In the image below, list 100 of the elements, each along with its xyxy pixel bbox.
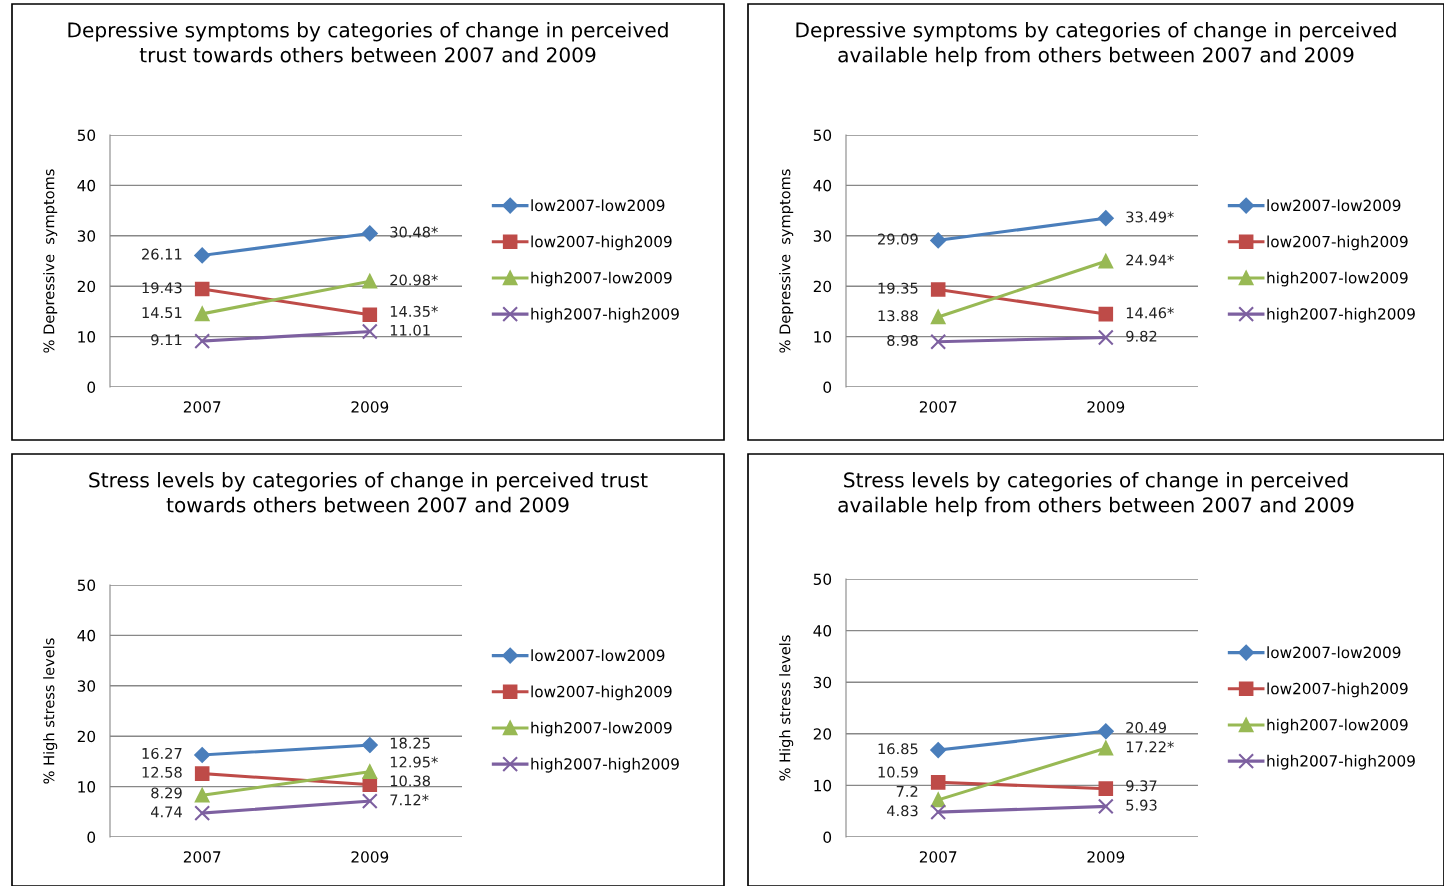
x-tick-label: 2007 (919, 851, 957, 863)
point (930, 742, 947, 758)
point (930, 792, 946, 808)
y-axis-title: % Depressive symptoms (43, 169, 58, 353)
y-tick-label: 40 (813, 179, 832, 192)
data-label: 19.43 (142, 282, 182, 294)
y-tick-label: 40 (77, 629, 96, 642)
y-tick-label: 30 (77, 230, 96, 242)
data-label: 5.93 (1126, 799, 1157, 811)
x-tick-label: 2009 (1087, 851, 1125, 863)
y-tick-label: 20 (77, 280, 96, 293)
y-axis-title: % High stress levels (779, 635, 794, 781)
point (362, 307, 378, 322)
data-label: 4.83 (886, 805, 918, 817)
point (362, 273, 378, 289)
legend-label: low2007-low2009 (531, 649, 665, 662)
chart-title: Stress levels by categories of change in perceived available help from others between 2007 and 2009 (838, 472, 1354, 517)
data-label: 9.82 (1126, 330, 1157, 342)
x-tick-label: 2009 (1087, 401, 1125, 413)
data-label: 14.51 (142, 307, 182, 319)
y-tick-label: 40 (77, 179, 96, 192)
point (362, 764, 378, 780)
point (930, 232, 947, 249)
y-tick-label: 30 (813, 676, 832, 689)
legend-label: low2007-low2009 (1267, 199, 1401, 212)
legend-label: high2007-low2009 (1267, 718, 1408, 734)
point (361, 225, 378, 242)
data-label: 12.58 (142, 766, 182, 778)
data-label: 12.95* (390, 756, 438, 768)
legend-label: low2007-high2009 (1267, 235, 1408, 251)
data-label: 10.59 (878, 766, 918, 778)
x-tick-label: 2007 (183, 851, 221, 863)
data-label: 24.94* (1126, 254, 1174, 266)
data-label: 14.35* (390, 305, 438, 317)
legend-label: high2007-high2009 (1267, 754, 1415, 770)
data-label: 11.01 (390, 324, 430, 336)
y-axis-title: % Depressive symptoms (779, 169, 794, 353)
legend-label: low2007-low2009 (1267, 646, 1401, 659)
y-axis-title: % High stress levels (43, 638, 58, 784)
x-tick-label: 2007 (183, 401, 221, 413)
y-tick-label: 0 (823, 381, 832, 394)
data-label: 10.38 (390, 775, 431, 787)
data-label: 9.37 (1126, 780, 1157, 792)
y-tick-label: 20 (813, 728, 832, 740)
y-tick-label: 20 (813, 280, 832, 293)
data-label: 18.25 (390, 737, 430, 749)
legend-label: high2007-low2009 (1267, 271, 1408, 287)
point (930, 775, 946, 790)
x-tick-label: 2009 (351, 401, 389, 413)
y-tick-label: 50 (813, 573, 832, 586)
point (1097, 210, 1114, 227)
data-label: 7.12* (390, 794, 429, 806)
y-tick-label: 50 (77, 129, 96, 142)
point (194, 766, 210, 781)
point (194, 247, 211, 264)
point (930, 282, 946, 297)
legend-label: high2007-high2009 (1267, 307, 1415, 323)
x-tick-label: 2009 (351, 851, 389, 863)
point (1097, 798, 1114, 815)
data-label: 16.85 (878, 743, 918, 755)
data-label: 8.29 (151, 787, 182, 799)
data-label: 20.49 (1126, 722, 1166, 734)
legend-label: low2007-high2009 (531, 235, 672, 251)
y-tick-label: 50 (77, 579, 96, 592)
point (1098, 781, 1114, 796)
point (194, 306, 210, 322)
data-label: 7.2 (896, 785, 918, 797)
y-tick-label: 30 (813, 230, 832, 242)
point (194, 281, 210, 297)
legend-label: low2007-high2009 (1267, 682, 1408, 698)
y-tick-label: 0 (87, 831, 96, 844)
chart-title: Depressive symptoms by categories of change in perceived trust towards others between 2007 and 2009 (68, 22, 668, 63)
y-tick-label: 0 (87, 381, 96, 394)
y-tick-label: 10 (78, 781, 96, 793)
y-tick-label: 10 (814, 779, 832, 792)
point (930, 333, 947, 350)
point (194, 787, 210, 803)
point (1098, 306, 1114, 322)
x-tick-label: 2007 (919, 401, 957, 413)
y-tick-label: 30 (77, 680, 96, 692)
point (1097, 723, 1114, 740)
data-label: 13.88 (878, 310, 918, 322)
data-label: 29.09 (878, 233, 918, 245)
data-label: 8.98 (887, 334, 918, 346)
data-label: 9.11 (151, 334, 182, 346)
data-label: 16.27 (142, 747, 182, 759)
data-label: 17.22* (1126, 741, 1174, 753)
data-label: 26.11 (142, 248, 182, 260)
point (1098, 254, 1114, 269)
y-tick-label: 20 (77, 730, 96, 743)
point (194, 805, 211, 822)
point (361, 793, 378, 810)
y-tick-label: 50 (813, 129, 832, 142)
legend-label: high2007-low2009 (531, 721, 672, 737)
data-label: 4.74 (150, 806, 182, 818)
data-label: 20.98* (390, 274, 438, 286)
data-label: 14.46* (1126, 307, 1174, 319)
legend-label: high2007-low2009 (531, 271, 672, 287)
point (194, 333, 211, 350)
y-tick-label: 10 (78, 331, 96, 343)
